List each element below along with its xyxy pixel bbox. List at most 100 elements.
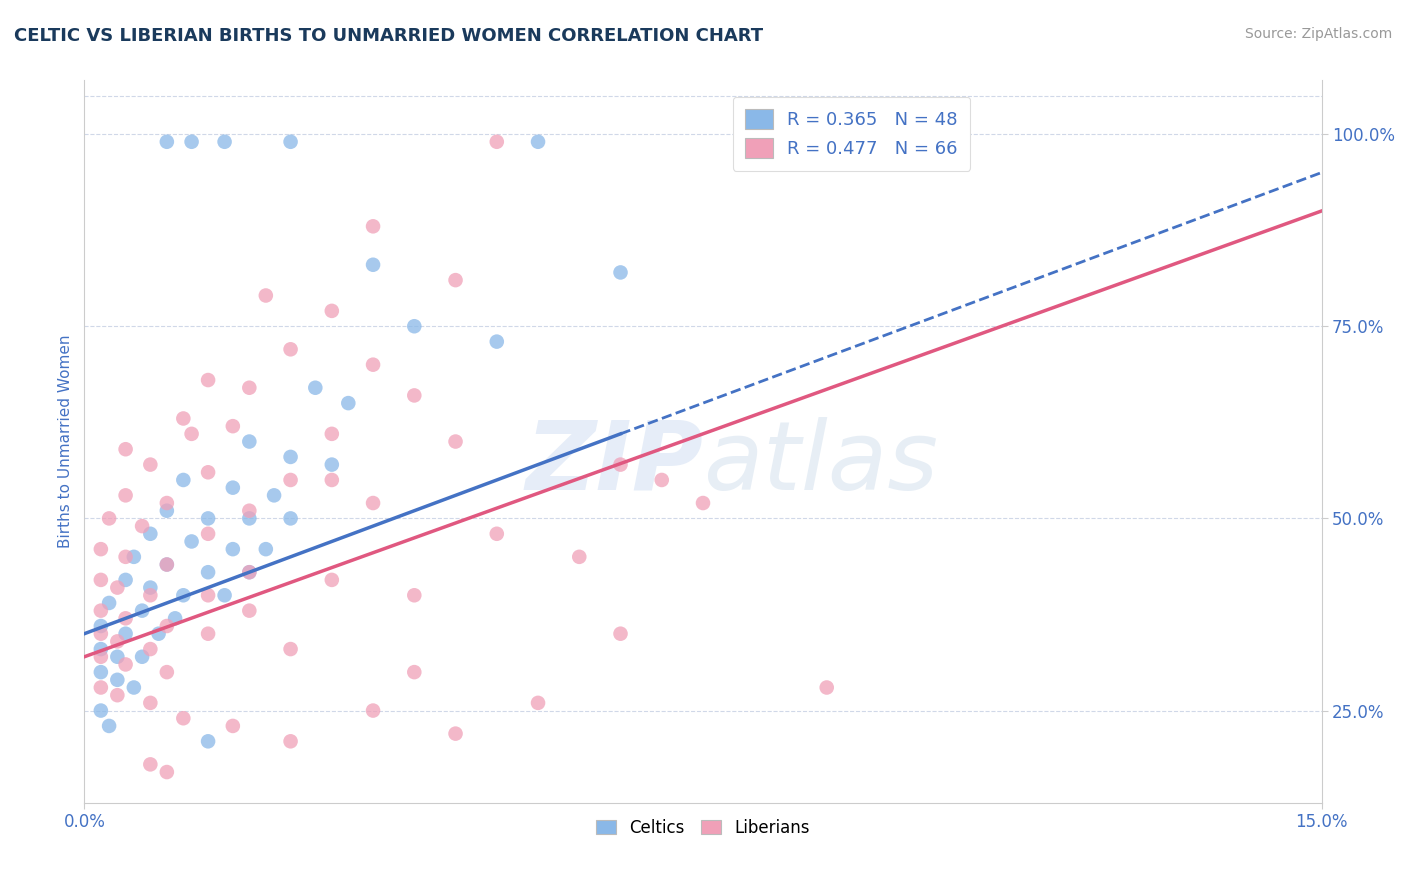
Point — [114, 488, 136, 502]
Point — [321, 426, 343, 441]
Point — [90, 704, 112, 718]
Point — [139, 642, 162, 657]
Point — [444, 273, 467, 287]
Point — [238, 434, 260, 449]
Point — [404, 319, 426, 334]
Point — [90, 619, 112, 633]
Point — [156, 619, 179, 633]
Point — [238, 604, 260, 618]
Point — [122, 549, 145, 564]
Point — [165, 611, 187, 625]
Point — [114, 573, 136, 587]
Text: atlas: atlas — [703, 417, 938, 509]
Point — [90, 626, 112, 640]
Point — [485, 526, 508, 541]
Point — [131, 649, 153, 664]
Text: ZIP: ZIP — [524, 417, 703, 509]
Point — [90, 542, 112, 557]
Point — [238, 511, 260, 525]
Point — [815, 681, 838, 695]
Point — [222, 719, 245, 733]
Point — [321, 458, 343, 472]
Point — [280, 473, 302, 487]
Point — [172, 588, 194, 602]
Point — [139, 458, 162, 472]
Text: CELTIC VS LIBERIAN BIRTHS TO UNMARRIED WOMEN CORRELATION CHART: CELTIC VS LIBERIAN BIRTHS TO UNMARRIED W… — [14, 27, 763, 45]
Point — [280, 734, 302, 748]
Point — [444, 726, 467, 740]
Point — [131, 604, 153, 618]
Point — [609, 265, 631, 279]
Point — [172, 473, 194, 487]
Point — [156, 558, 179, 572]
Point — [156, 496, 179, 510]
Point — [180, 426, 202, 441]
Point — [180, 135, 202, 149]
Point — [90, 573, 112, 587]
Point — [197, 565, 219, 579]
Point — [222, 481, 245, 495]
Point — [114, 657, 136, 672]
Point — [105, 688, 128, 702]
Point — [222, 419, 245, 434]
Point — [404, 665, 426, 680]
Point — [122, 681, 145, 695]
Point — [238, 381, 260, 395]
Point — [280, 343, 302, 357]
Point — [321, 573, 343, 587]
Point — [156, 558, 179, 572]
Point — [156, 504, 179, 518]
Point — [304, 381, 326, 395]
Point — [114, 611, 136, 625]
Point — [444, 434, 467, 449]
Point — [98, 719, 121, 733]
Point — [139, 588, 162, 602]
Point — [361, 358, 384, 372]
Point — [197, 526, 219, 541]
Point — [105, 649, 128, 664]
Point — [238, 565, 260, 579]
Point — [90, 681, 112, 695]
Point — [404, 388, 426, 402]
Point — [527, 696, 550, 710]
Legend: Celtics, Liberians: Celtics, Liberians — [588, 810, 818, 845]
Point — [254, 542, 277, 557]
Point — [197, 734, 219, 748]
Point — [197, 626, 219, 640]
Point — [361, 496, 384, 510]
Point — [238, 565, 260, 579]
Point — [139, 757, 162, 772]
Point — [156, 135, 179, 149]
Point — [527, 135, 550, 149]
Point — [90, 604, 112, 618]
Point — [361, 704, 384, 718]
Point — [280, 511, 302, 525]
Point — [98, 596, 121, 610]
Point — [180, 534, 202, 549]
Point — [139, 581, 162, 595]
Point — [114, 442, 136, 457]
Point — [214, 588, 236, 602]
Point — [139, 526, 162, 541]
Point — [114, 549, 136, 564]
Point — [280, 135, 302, 149]
Point — [651, 473, 673, 487]
Point — [280, 642, 302, 657]
Point — [90, 642, 112, 657]
Y-axis label: Births to Unmarried Women: Births to Unmarried Women — [58, 334, 73, 549]
Point — [263, 488, 285, 502]
Point — [337, 396, 360, 410]
Point — [105, 673, 128, 687]
Point — [148, 626, 170, 640]
Point — [254, 288, 277, 302]
Point — [90, 649, 112, 664]
Point — [609, 626, 631, 640]
Point — [321, 473, 343, 487]
Point — [404, 588, 426, 602]
Point — [105, 581, 128, 595]
Point — [321, 304, 343, 318]
Point — [485, 334, 508, 349]
Point — [114, 626, 136, 640]
Point — [197, 588, 219, 602]
Point — [280, 450, 302, 464]
